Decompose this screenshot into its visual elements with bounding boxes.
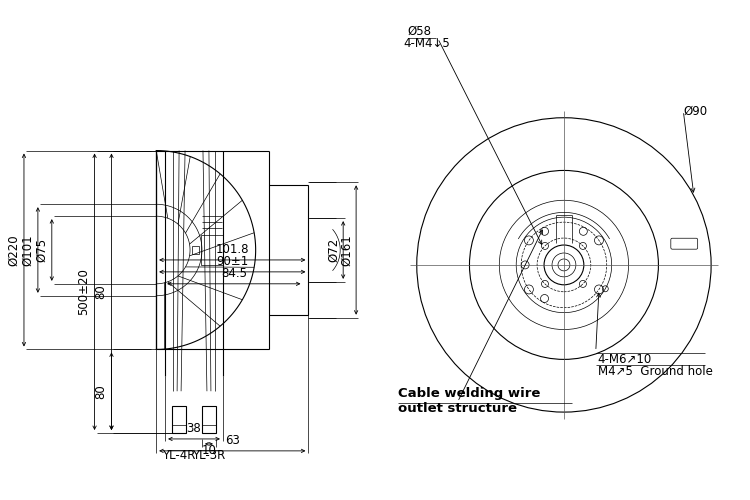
Text: 63: 63 [225, 434, 240, 447]
Text: Ø58: Ø58 [408, 25, 432, 38]
Text: 10: 10 [202, 444, 216, 457]
Text: Ø75: Ø75 [34, 238, 48, 262]
Text: Ø220: Ø220 [7, 234, 20, 266]
Text: 500±20: 500±20 [77, 268, 91, 315]
Text: YL-3R: YL-3R [192, 449, 226, 462]
Text: YL-4R: YL-4R [163, 449, 196, 462]
Text: Cable welding wire: Cable welding wire [398, 387, 540, 400]
Text: 4-M6↗10: 4-M6↗10 [598, 354, 652, 366]
Bar [202, 235, 223, 265]
Text: Ø72: Ø72 [327, 238, 340, 262]
Text: 38: 38 [187, 422, 202, 435]
Bar [172, 406, 186, 433]
Text: 80: 80 [94, 384, 107, 398]
Text: 90±1: 90±1 [216, 255, 248, 268]
Text: 84.5: 84.5 [220, 267, 247, 280]
Bar [191, 246, 200, 254]
Text: Ø161: Ø161 [340, 234, 353, 266]
Text: Ø101: Ø101 [21, 234, 34, 266]
Text: 101.8: 101.8 [215, 243, 249, 256]
Text: 80: 80 [94, 284, 107, 299]
Text: M4↗5  Ground hole: M4↗5 Ground hole [598, 366, 712, 378]
Text: outlet structure: outlet structure [398, 402, 517, 415]
Bar [202, 406, 216, 433]
Text: 4-M4↓5: 4-M4↓5 [404, 37, 451, 50]
Text: Ø90: Ø90 [683, 104, 707, 118]
